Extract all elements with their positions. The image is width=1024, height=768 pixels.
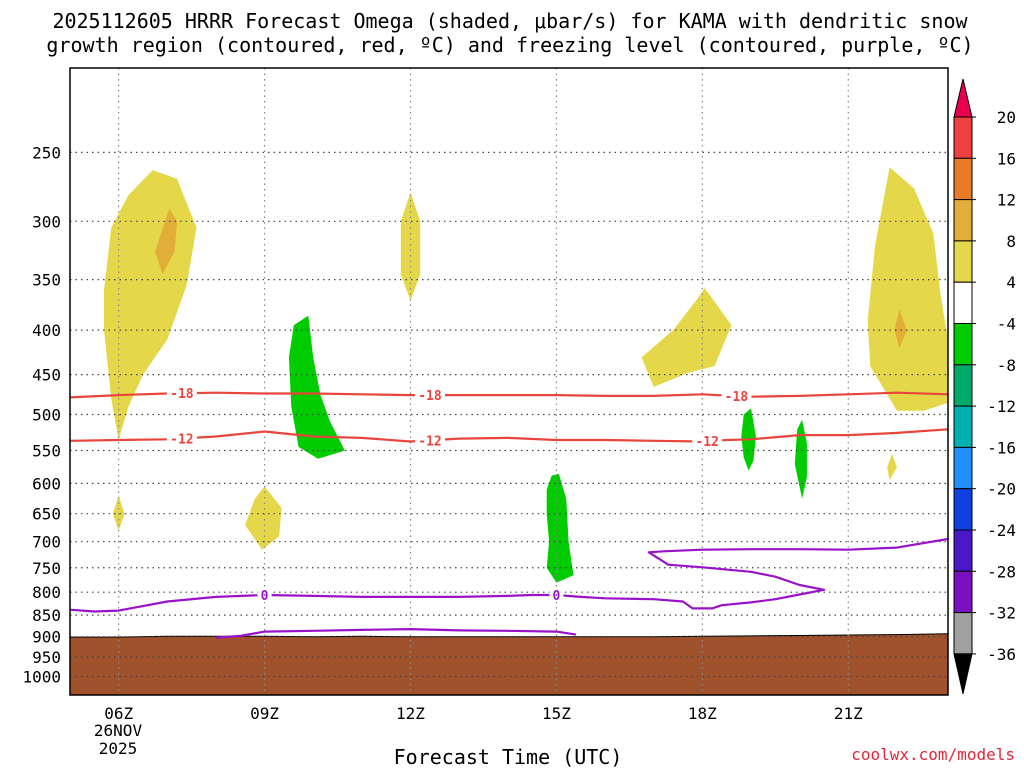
contour-label-bg-1-1 [414,433,445,448]
contour-label-bg-1-0 [166,431,197,446]
colorbar-top-arrow [953,78,973,118]
x-tick-label-2: 12Z [396,704,425,723]
colorbar-segment-13 [953,612,973,655]
colorbar-label-11: -28 [987,562,1016,581]
colorbar-label-10: -24 [987,521,1016,540]
contour-line-1 [69,428,949,443]
omega-region-5 [641,288,732,387]
y-tick-label-2: 350 [32,271,61,290]
source-credit: coolwx.com/models [851,745,1015,764]
contour-label-2-0: 0 [261,589,269,604]
date-label-day: 26NOV [94,721,143,740]
contour-line-0 [69,391,949,399]
y-axis-tick-labels: 250 300 350 400 450 500 550 600 650 700 750 800 850 9… [22,143,61,686]
contour-label-bg-0-0 [166,386,197,401]
colorbar-label-3: 8 [1006,232,1016,251]
omega-region-1 [155,208,177,275]
terrain-fill [69,633,949,696]
x-axis-title: Forecast Time (UTC) [394,745,623,768]
colorbar-label-0: 20 [997,108,1016,127]
y-tick-label-7: 600 [32,474,61,493]
colorbar-label-7: -12 [987,397,1016,416]
contour-label-2-1: 0 [553,589,561,604]
y-tick-label-10: 750 [32,559,61,578]
colorbar-label-4: 4 [1006,273,1016,292]
colorbar-segment-7 [953,364,973,407]
contour-label-0-0: -18 [170,387,194,402]
colorbar-segment-4 [953,240,973,283]
date-label-year: 2025 [99,739,138,758]
colorbar-segment-5 [953,281,973,325]
y-tick-label-11: 800 [32,583,61,602]
contour-label-bg-2-1 [549,588,564,603]
x-tick-label-3: 15Z [542,704,571,723]
omega-region-3 [245,486,282,550]
omega-region-9 [288,315,345,459]
y-tick-label-0: 250 [32,143,61,162]
colorbar-segment-10 [953,488,973,531]
y-tick-label-4: 450 [32,366,61,385]
contour-label-bg-0-1 [414,388,445,403]
colorbar-segment-12 [953,570,973,614]
colorbar-label-8: -16 [987,438,1016,457]
colorbar-label-1: 16 [997,149,1016,168]
x-tick-label-4: 18Z [688,704,717,723]
y-tick-label-6: 550 [32,442,61,461]
colorbar-segment-9 [953,446,973,490]
colorbar-bottom-arrow [953,653,973,695]
omega-region-12 [794,419,807,499]
contour-label-1-0: -12 [170,432,193,447]
omega-region-8 [887,453,897,481]
contour-label-bg-1-2 [692,434,723,449]
y-tick-label-12: 850 [32,606,61,625]
x-tick-label-5: 21Z [834,704,863,723]
y-tick-label-3: 400 [32,321,61,340]
colorbar-label-6: -8 [997,356,1016,375]
y-tick-label-15: 1000 [22,668,61,687]
y-tick-label-14: 950 [32,648,61,667]
omega-region-2 [112,495,125,531]
omega-region-6 [867,167,948,411]
contour-label-1-2: -12 [695,435,718,450]
y-tick-label-13: 900 [32,628,61,647]
y-tick-label-5: 500 [32,405,61,424]
contour-label-bg-2-0 [257,588,272,603]
colorbar-label-2: 12 [997,191,1016,210]
omega-region-7 [894,308,907,349]
omega-region-4 [400,192,421,301]
colorbar-segment-1 [953,116,973,159]
contour-line-2 [69,537,949,613]
x-tick-label-0: 06Z [104,704,133,723]
colorbar: 20 16 12 8 4 -4 -8 -12 -16 -20 -24 -28 -32 -36 [953,78,1016,695]
omega-region-10 [546,473,574,583]
y-tick-label-1: 300 [32,212,61,231]
contour-line-3 [215,627,577,639]
contour-label-1-1: -12 [418,434,441,449]
colorbar-segment-3 [953,199,973,242]
chart-title-line1: 2025112605 HRRR Forecast Omega (shaded, … [52,9,968,33]
contour-label-0-2: -18 [725,390,749,405]
plot-frame [69,67,949,696]
colorbar-segment-11 [953,529,973,572]
contour-layer: -18 -18 -18 -12 -12 -12 0 0 [69,386,949,639]
y-tick-label-9: 700 [32,533,61,552]
colorbar-label-9: -20 [987,480,1016,499]
contour-label-bg-0-2 [721,389,752,404]
colorbar-segment-2 [953,157,973,201]
colorbar-label-5: -4 [997,315,1016,334]
colorbar-segment-8 [953,405,973,448]
colorbar-segment-6 [953,323,973,366]
contour-label-0-1: -18 [418,389,442,404]
colorbar-label-12: -32 [987,604,1016,623]
x-tick-label-1: 09Z [250,704,279,723]
x-axis-tick-labels: 06Z 09Z 12Z 15Z 18Z 21Z [104,704,863,723]
gridlines [70,68,948,695]
colorbar-label-13: -36 [987,645,1016,664]
chart-title-line2: growth region (contoured, red, ºC) and f… [46,33,973,57]
y-tick-label-8: 650 [32,505,61,524]
terrain-layer [69,633,949,696]
